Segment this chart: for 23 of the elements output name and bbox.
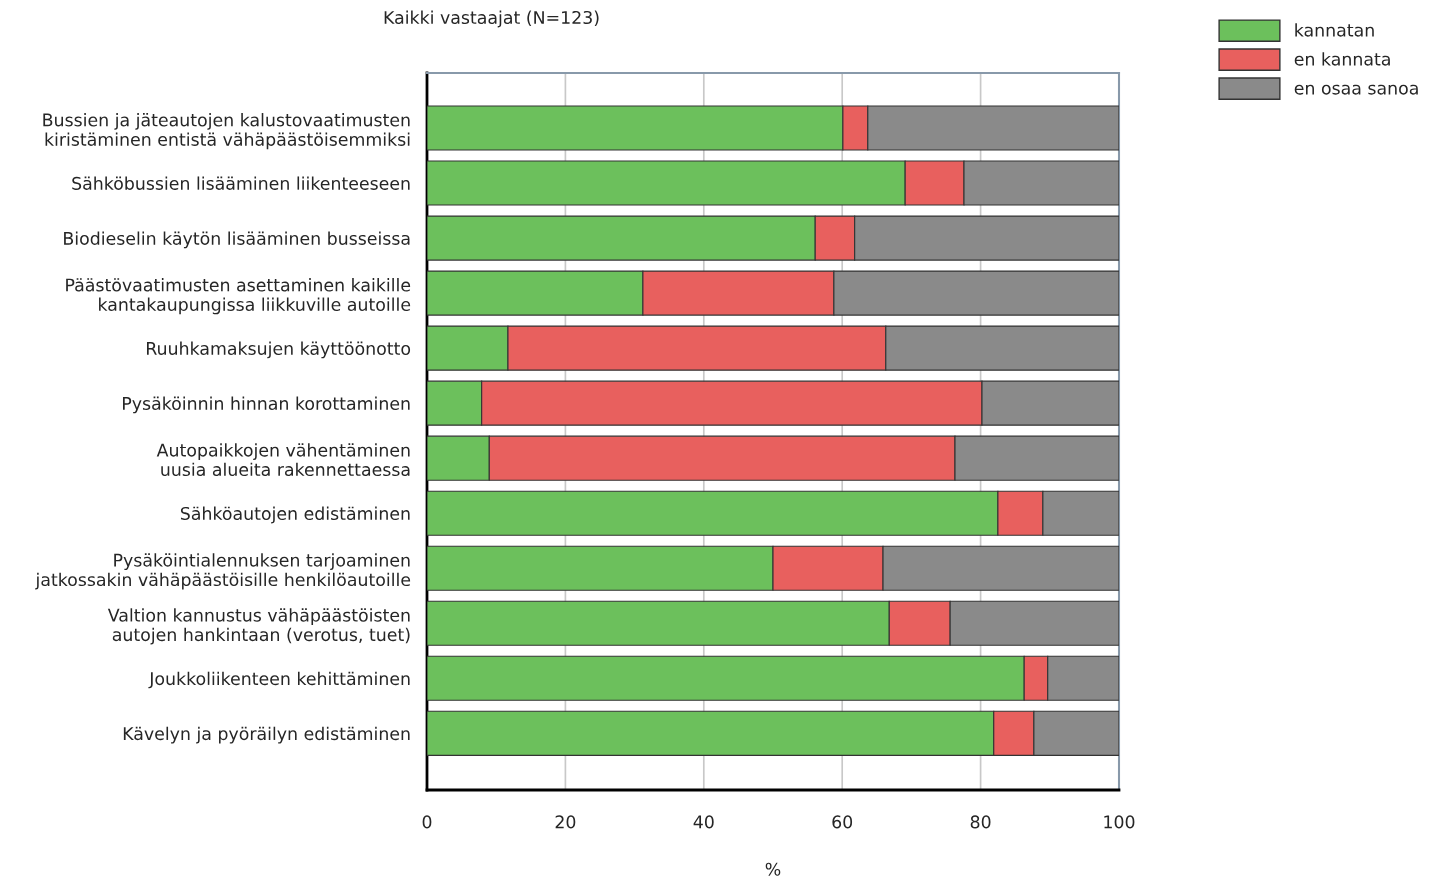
- y-tick-label: Sähköbussien lisääminen liikenteeseen: [72, 176, 410, 190]
- legend-label: kannatan: [1295, 23, 1374, 37]
- y-tick-label: Bussien ja jäteautojen kalustovaatimusten kiristäminen entistä vähäpäästöisemmiksi: [43, 113, 410, 150]
- x-axis-title: %: [765, 862, 781, 876]
- y-tick-label: Pysäköintialennuksen tarjoaminen jatkossakin vähäpäästöisille henkilöautoille: [35, 553, 411, 590]
- y-tick-label: Kävelyn ja pyöräilyn edistäminen: [123, 726, 410, 744]
- y-tick-label: Autopaikkojen vähentäminen uusia alueita rakennettaessa: [156, 443, 410, 477]
- x-tick-label: 20: [555, 815, 576, 829]
- y-tick-label: Päästövaatimusten asettaminen kaikille kantakaupungissa liikkuville autoille: [66, 278, 411, 315]
- x-tick-label: 80: [970, 815, 991, 829]
- legend-label: en kannata: [1294, 52, 1390, 66]
- y-tick-label: Joukkoliikenteen kehittäminen: [148, 671, 410, 689]
- x-tick-label: 100: [1104, 815, 1135, 829]
- legend-label: en osaa sanoa: [1294, 84, 1418, 95]
- y-tick-label: Sähköautojen edistäminen: [180, 506, 410, 524]
- x-tick-label: 0: [422, 815, 432, 829]
- x-tick-label: 40: [693, 815, 714, 829]
- y-tick-label: Ruuhkamaksujen käyttöönotto: [147, 341, 411, 359]
- y-tick-label: Biodieselin käytön lisääminen busseissa: [64, 231, 410, 249]
- x-tick-label: 60: [832, 815, 853, 829]
- chart-title: Kaikki vastaajat (N=123): [384, 10, 599, 28]
- y-tick-label: Pysäköinnin hinnan korottaminen: [123, 396, 410, 414]
- y-tick-label: Valtion kannustus vähäpäästöisten autojen hankintaan (verotus, tuet): [107, 608, 410, 645]
